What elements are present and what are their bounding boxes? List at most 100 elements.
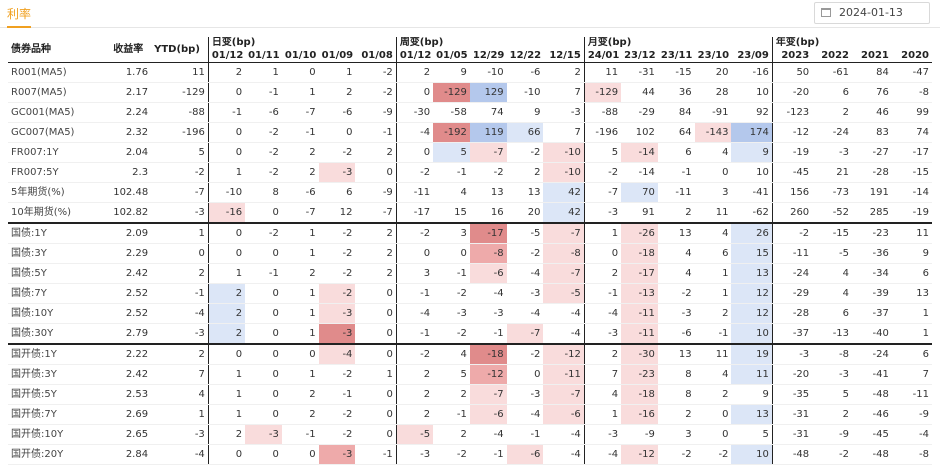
- value-cell: -2: [395, 343, 434, 365]
- value-cell: -47: [891, 62, 932, 83]
- value-cell: -26: [621, 222, 658, 244]
- value-cell: -5: [395, 424, 434, 445]
- value-cell: -2: [245, 162, 282, 183]
- value-cell: 0: [245, 384, 282, 405]
- value-cell: 4: [583, 384, 622, 405]
- value-cell: 4: [433, 182, 470, 203]
- value-cell: 99: [891, 102, 932, 123]
- value-cell: 2: [583, 343, 622, 365]
- value-cell: -2: [355, 82, 397, 103]
- value-cell: 2: [207, 323, 246, 345]
- value-cell: -88: [583, 102, 622, 123]
- value-cell: 0: [355, 424, 397, 445]
- value-cell: -6: [657, 323, 695, 345]
- value-cell: 5: [433, 364, 470, 385]
- value-cell: 2: [207, 283, 246, 304]
- col-header-yield: 收益率: [110, 37, 152, 63]
- value-cell: -7: [355, 202, 397, 224]
- date-picker[interactable]: 2024-01-13: [814, 2, 930, 24]
- value-cell: 0: [355, 384, 397, 405]
- row-name: GC007(MA5): [8, 122, 111, 143]
- value-cell: -15: [891, 162, 932, 183]
- value-cell: 6: [812, 82, 853, 103]
- value-cell: 16: [469, 202, 507, 224]
- value-cell: 74: [469, 102, 507, 123]
- value-cell: 13: [731, 404, 773, 425]
- yield-cell: 2.09: [110, 222, 152, 244]
- value-cell: 7: [891, 364, 932, 385]
- col-header-ytd: YTD(bp): [151, 37, 209, 63]
- value-cell: 4: [657, 263, 695, 284]
- value-cell: 6: [891, 343, 932, 365]
- row-name: 国债:3Y: [8, 243, 111, 264]
- value-cell: -129: [583, 82, 622, 103]
- value-cell: -4: [543, 303, 585, 324]
- value-cell: -73: [812, 182, 853, 203]
- value-cell: -2: [318, 283, 356, 304]
- value-cell: 2: [355, 142, 397, 163]
- value-cell: 2: [395, 364, 434, 385]
- value-cell: -23: [852, 222, 892, 244]
- value-cell: 0: [395, 82, 434, 103]
- value-cell: -4: [583, 303, 622, 324]
- value-cell: 2: [543, 62, 585, 83]
- row-name: 国债:10Y: [8, 303, 111, 324]
- value-cell: -5: [506, 222, 544, 244]
- col-header-daily-0: 01/12: [207, 49, 246, 63]
- value-cell: -19: [891, 202, 932, 224]
- tab-rates[interactable]: 利率: [7, 5, 32, 28]
- ytd-cell: -196: [151, 122, 209, 143]
- value-cell: 2: [812, 404, 853, 425]
- value-cell: 21: [812, 162, 853, 183]
- col-header-weekly-0: 01/12: [395, 49, 434, 63]
- value-cell: -14: [891, 182, 932, 203]
- value-cell: -10: [207, 182, 246, 203]
- col-header-monthly-3: 23/10: [694, 49, 732, 63]
- ytd-cell: -3: [151, 323, 209, 345]
- value-cell: 2: [583, 263, 622, 284]
- value-cell: 2: [694, 303, 732, 324]
- value-cell: -14: [621, 162, 658, 183]
- value-cell: -6: [245, 102, 282, 123]
- value-cell: 9: [731, 384, 773, 405]
- value-cell: -3: [506, 384, 544, 405]
- value-cell: 28: [694, 82, 732, 103]
- ytd-cell: 5: [151, 142, 209, 163]
- value-cell: -18: [621, 384, 658, 405]
- value-cell: -11: [891, 384, 932, 405]
- table-row: R001(MA5) 1.76 11 2 1 0 1 -2 2 9 -10 -6 2 11 -31 -15 20-…: [8, 62, 932, 83]
- value-cell: -1: [395, 283, 434, 304]
- value-cell: -1: [245, 263, 282, 284]
- col-header-name: 债券品种: [8, 37, 111, 63]
- value-cell: 2: [207, 424, 246, 445]
- table-row: GC001(MA5) 2.24 -88 -1 -6 -7 -6 -9 -30 -58 74 9 -3 -8…: [8, 102, 932, 123]
- value-cell: 3: [657, 424, 695, 445]
- value-cell: 2: [395, 62, 434, 83]
- value-cell: 64: [657, 122, 695, 143]
- value-cell: -1: [281, 122, 319, 143]
- group-header-monthly: 月变(bp): [583, 37, 773, 49]
- value-cell: -7: [281, 102, 319, 123]
- value-cell: 2: [207, 303, 246, 324]
- value-cell: -4: [543, 323, 585, 345]
- value-cell: 13: [506, 182, 544, 203]
- value-cell: -15: [812, 222, 853, 244]
- value-cell: -31: [771, 404, 813, 425]
- value-cell: -11: [621, 303, 658, 324]
- value-cell: -14: [621, 142, 658, 163]
- value-cell: 92: [731, 102, 773, 123]
- value-cell: -16: [621, 404, 658, 425]
- value-cell: 0: [694, 162, 732, 183]
- yield-cell: 2.29: [110, 243, 152, 264]
- value-cell: 91: [621, 202, 658, 224]
- table-row: FR007:5Y 2.3 -2 1 -2 2 -3 0 -2 -1 -2 2 -10 -2 -14 -1 0 10…: [8, 162, 932, 183]
- date-value: 2024-01-13: [839, 6, 903, 19]
- value-cell: -2: [771, 222, 813, 244]
- value-cell: -1: [583, 283, 622, 304]
- value-cell: -2: [433, 323, 470, 345]
- value-cell: -1: [433, 263, 470, 284]
- value-cell: -48: [852, 384, 892, 405]
- col-header-daily-4: 01/08: [355, 49, 397, 63]
- value-cell: 13: [657, 222, 695, 244]
- value-cell: 2: [281, 384, 319, 405]
